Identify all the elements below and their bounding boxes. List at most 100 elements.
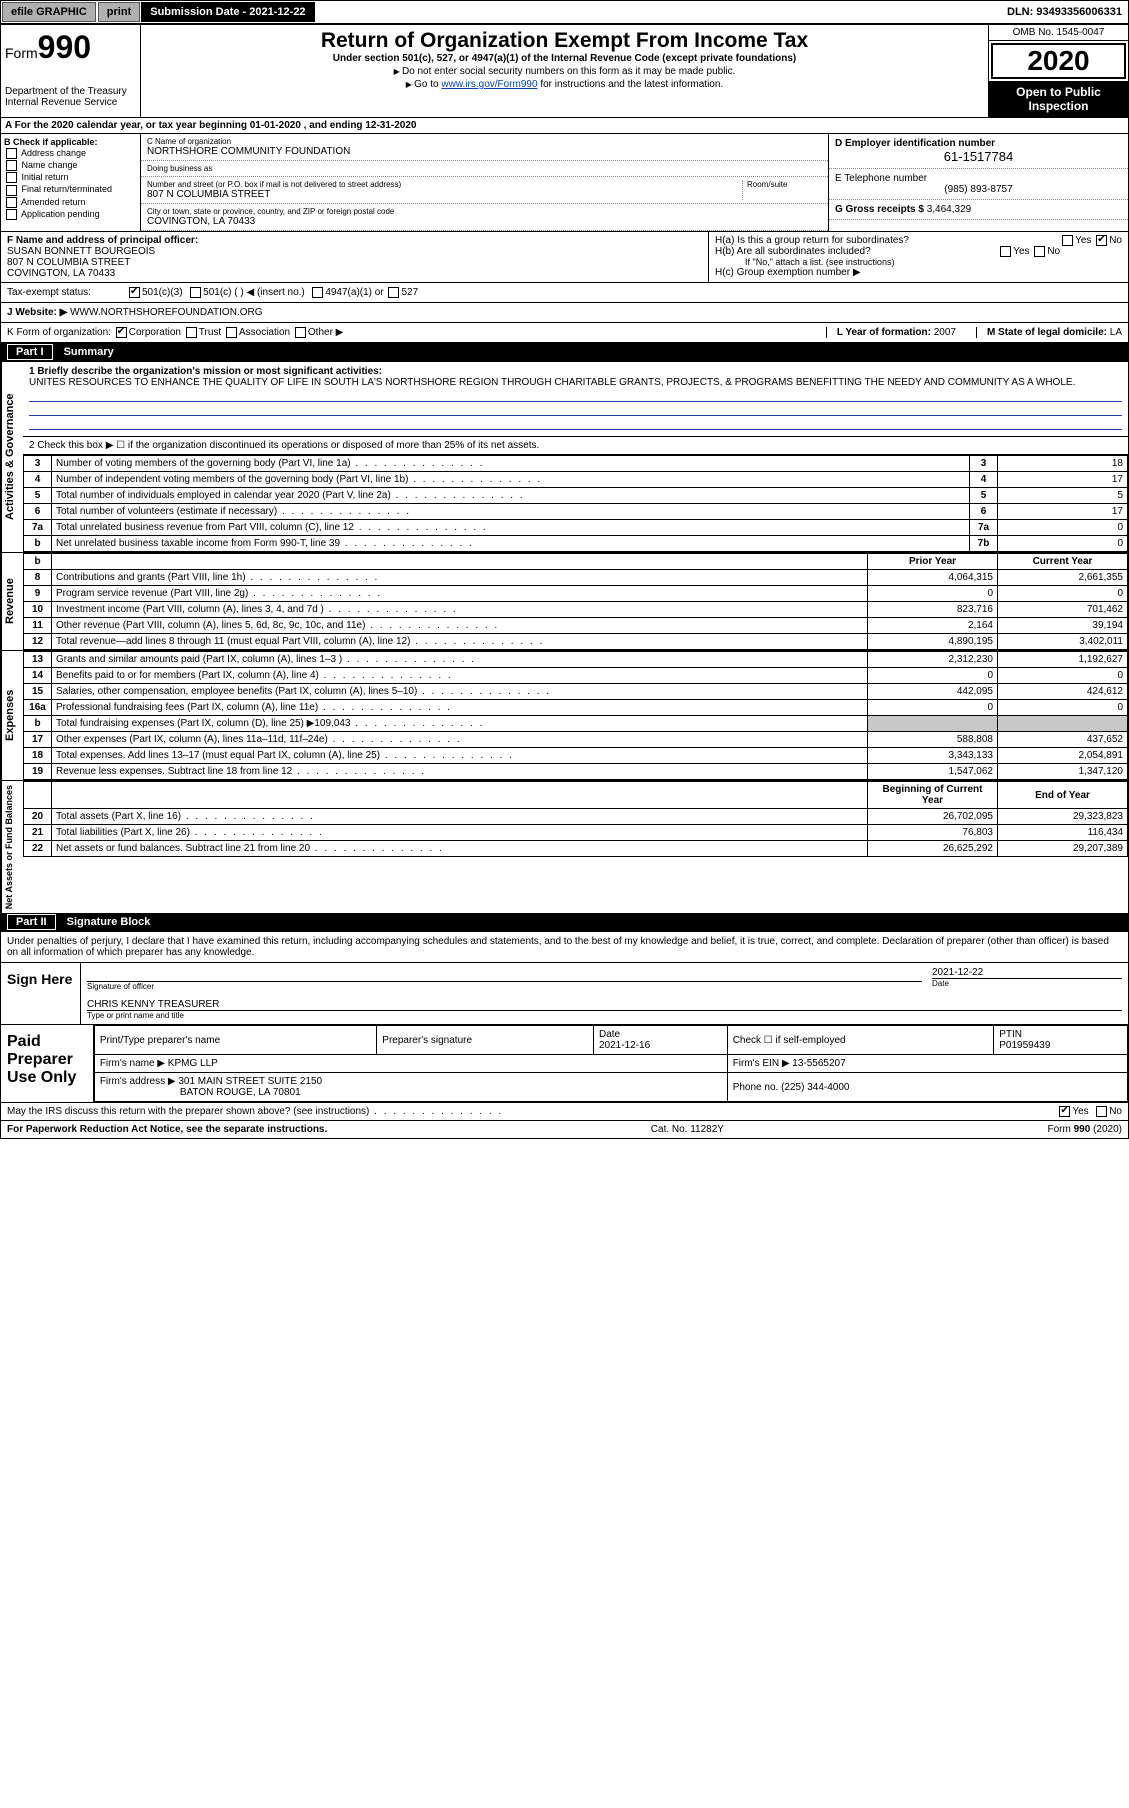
footer-form: Form 990 (2020) [1048, 1124, 1122, 1135]
activities-governance: Activities & Governance 1 Briefly descri… [1, 362, 1128, 552]
colb-header: B Check if applicable: [4, 137, 137, 147]
form-number: Form990 [5, 29, 136, 66]
revenue-section: Revenue bPrior YearCurrent Year8Contribu… [1, 552, 1128, 650]
self-emp-chk[interactable]: Check ☐ if self-employed [727, 1026, 994, 1055]
dln-lbl: DLN: [1007, 6, 1033, 18]
firm-phone-cell: Phone no. (225) 344-4000 [727, 1073, 1127, 1102]
officer-sig-line: Signature of officer [87, 981, 922, 991]
side-expenses: Expenses [1, 651, 23, 780]
l-year: L Year of formation: 2007 [826, 327, 956, 338]
row-fgh: F Name and address of principal officer:… [1, 232, 1128, 283]
paid-preparer-block: Paid Preparer Use Only Print/Type prepar… [1, 1025, 1128, 1103]
chk-501c[interactable] [190, 287, 201, 298]
chk-address-change[interactable]: Address change [4, 148, 137, 159]
rule-3 [29, 418, 1122, 430]
tax-year: 2020 [991, 43, 1126, 79]
ein-cell: D Employer identification number 61-1517… [829, 134, 1128, 169]
gross-val: 3,464,329 [927, 204, 972, 215]
ha-no[interactable] [1096, 235, 1107, 246]
officer-name: CHRIS KENNY TREASURER [87, 999, 1122, 1010]
form-num: 990 [38, 29, 91, 65]
korg-lbl: K Form of organization: [7, 327, 111, 338]
dln: DLN: 93493356006331 [1001, 3, 1128, 21]
ha-row: H(a) Is this a group return for subordin… [715, 235, 1122, 246]
gross-lbl: G Gross receipts $ [835, 204, 924, 215]
note-ssn: Do not enter social security numbers on … [145, 66, 984, 77]
ha-yes[interactable] [1062, 235, 1073, 246]
prep-sig-lbl: Preparer's signature [377, 1026, 594, 1055]
chk-initial-return[interactable]: Initial return [4, 172, 137, 183]
status-lbl: Tax-exempt status: [7, 287, 127, 298]
print-button[interactable]: print [98, 2, 140, 22]
dba-lbl: Doing business as [147, 164, 822, 173]
discuss-text: May the IRS discuss this return with the… [7, 1106, 503, 1117]
discuss-yes[interactable] [1059, 1106, 1070, 1117]
firm-ein-cell: Firm's EIN ▶ 13-5565207 [727, 1055, 1127, 1073]
ein-lbl: D Employer identification number [835, 138, 1122, 149]
chk-501c3[interactable] [129, 287, 140, 298]
part1-header: Part I Summary [1, 343, 1128, 362]
chk-corp[interactable] [116, 327, 127, 338]
website-row: J Website: ▶ WWW.NORTHSHOREFOUNDATION.OR… [1, 303, 1128, 323]
hb-yes[interactable] [1000, 246, 1011, 257]
chk-final-return[interactable]: Final return/terminated [4, 184, 137, 195]
ein-val: 61-1517784 [835, 149, 1122, 164]
korg-row: K Form of organization: Corporation Trus… [1, 323, 1128, 343]
chk-4947[interactable] [312, 287, 323, 298]
chk-527[interactable] [388, 287, 399, 298]
city-lbl: City or town, state or province, country… [147, 207, 822, 216]
revenue-table: bPrior YearCurrent Year8Contributions an… [23, 553, 1128, 650]
rule-1 [29, 390, 1122, 402]
signature-block: Under penalties of perjury, I declare th… [1, 932, 1128, 1121]
part2-title: Signature Block [67, 916, 151, 928]
firm-addr-cell: Firm's address ▶ 301 MAIN STREET SUITE 2… [94, 1073, 727, 1102]
sig-date-lbl: Date [932, 978, 1122, 988]
paid-table: Print/Type preparer's name Preparer's si… [94, 1025, 1128, 1102]
dba-cell: Doing business as [141, 161, 828, 177]
chk-trust[interactable] [186, 327, 197, 338]
omb-number: OMB No. 1545-0047 [989, 25, 1128, 41]
discuss-no[interactable] [1096, 1106, 1107, 1117]
form-title: Return of Organization Exempt From Incom… [145, 29, 984, 53]
discuss-row: May the IRS discuss this return with the… [1, 1103, 1128, 1121]
mission-lbl: 1 Briefly describe the organization's mi… [29, 366, 1122, 377]
top-bar: efile GRAPHIC print Submission Date - 20… [0, 0, 1129, 24]
submission-date-label: Submission Date - 2021-12-22 [141, 2, 314, 22]
governance-table: 3Number of voting members of the governi… [23, 455, 1128, 552]
org-name: NORTHSHORE COMMUNITY FOUNDATION [147, 146, 822, 157]
note-goto: Go to www.irs.gov/Form990 for instructio… [145, 79, 984, 90]
hb-row: H(b) Are all subordinates included? Yes … [715, 246, 1122, 257]
org-name-cell: C Name of organization NORTHSHORE COMMUN… [141, 134, 828, 161]
chk-name-change[interactable]: Name change [4, 160, 137, 171]
footer-pra: For Paperwork Reduction Act Notice, see … [7, 1124, 327, 1135]
part1-num: Part I [7, 344, 53, 360]
tel-val: (985) 893-8757 [835, 184, 1122, 195]
prep-date-cell: Date2021-12-16 [593, 1026, 727, 1055]
row-a-tax-year: A For the 2020 calendar year, or tax yea… [1, 118, 1128, 134]
addr-val: 807 N COLUMBIA STREET [147, 189, 742, 200]
chk-amended[interactable]: Amended return [4, 197, 137, 208]
ha-lbl: H(a) Is this a group return for subordin… [715, 235, 909, 246]
part1-title: Summary [64, 346, 114, 358]
part2-header: Part II Signature Block [1, 913, 1128, 932]
expenses-table: 13Grants and similar amounts paid (Part … [23, 651, 1128, 780]
chk-assoc[interactable] [226, 327, 237, 338]
sign-here-row: Sign Here Signature of officer 2021-12-2… [1, 963, 1128, 1025]
addr-lbl: Number and street (or P.O. box if mail i… [147, 180, 742, 189]
korg-other: Other ▶ [308, 327, 343, 338]
group-return: H(a) Is this a group return for subordin… [708, 232, 1128, 282]
tel-lbl: E Telephone number [835, 173, 1122, 184]
efile-button[interactable]: efile GRAPHIC [2, 2, 96, 22]
footer-cat: Cat. No. 11282Y [651, 1124, 724, 1135]
irs-link[interactable]: www.irs.gov/Form990 [441, 79, 537, 90]
gross-cell: G Gross receipts $ 3,464,329 [829, 200, 1128, 220]
hb-no[interactable] [1034, 246, 1045, 257]
goto-pre: Go to [414, 79, 441, 90]
f-lbl: F Name and address of principal officer: [7, 235, 702, 246]
line2-checkbox: 2 Check this box ▶ ☐ if the organization… [23, 437, 1128, 455]
chk-other[interactable] [295, 327, 306, 338]
f-name: SUSAN BONNETT BOURGEOIS [7, 246, 702, 257]
firm-name-cell: Firm's name ▶ KPMG LLP [94, 1055, 727, 1073]
korg-assoc: Association [239, 327, 290, 338]
chk-pending[interactable]: Application pending [4, 209, 137, 220]
